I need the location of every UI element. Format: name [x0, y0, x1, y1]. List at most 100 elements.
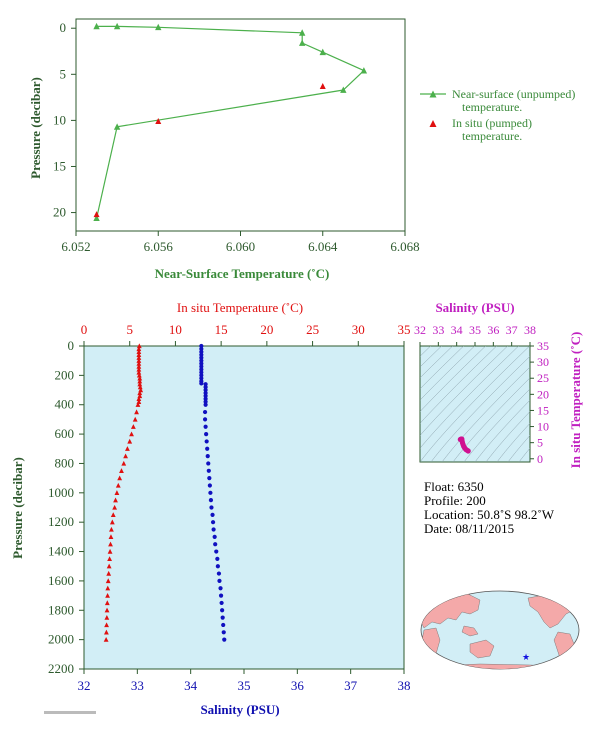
temperature-point — [106, 570, 112, 576]
temperature-point — [132, 416, 138, 422]
temperature-tick-label: 5 — [126, 322, 133, 337]
salinity-point — [199, 381, 204, 386]
salinity-point — [199, 355, 204, 360]
salinity-point — [199, 343, 204, 349]
salinity-point — [203, 402, 208, 407]
ts-y-tick-label: 15 — [537, 403, 549, 417]
temperature-point — [107, 556, 112, 562]
temperature-point — [107, 548, 113, 554]
top-legend: Near-surface (unpumped) temperature. In … — [420, 87, 575, 143]
salinity-point — [203, 390, 208, 396]
density-contour — [518, 447, 530, 462]
salinity-point — [204, 431, 209, 437]
salinity-tick-label: 33 — [131, 678, 144, 693]
ts-x-axis-label: Salinity (PSU) — [435, 300, 514, 315]
salinity-point — [218, 593, 224, 598]
pumped-point — [93, 211, 100, 218]
salinity-point — [207, 483, 212, 488]
world-map: ★ — [420, 590, 580, 670]
top-x-tick-label: 6.052 — [61, 239, 90, 254]
top-x-ticks: 6.052 6.056 6.060 6.064 6.068 — [61, 231, 420, 254]
salinity-tick-label: 36 — [291, 678, 305, 693]
salinity-point — [199, 358, 204, 363]
location: Location: 50.8˚S 98.2˚W — [424, 507, 555, 522]
pumped-point — [319, 82, 326, 89]
temperature-point — [134, 409, 139, 415]
float-location-marker: ★ — [522, 652, 530, 662]
near-surface-temperature-chart: 6.052 6.056 6.060 6.064 6.068 0 5 10 15 20 Near-… — [28, 18, 420, 281]
salinity-point — [206, 468, 211, 473]
temperature-tick-label: 0 — [81, 322, 88, 337]
salinity-point — [219, 600, 224, 606]
density-contour — [485, 411, 530, 462]
salinity-point — [212, 534, 217, 539]
main-y-tick-label: 600 — [55, 426, 75, 441]
temperature-point — [110, 512, 116, 518]
temperature-point — [115, 482, 121, 488]
salinity-point — [210, 520, 216, 525]
salinity-point — [203, 382, 208, 387]
legend-unpumped-label-cont: temperature. — [462, 100, 522, 114]
temperature-point — [113, 497, 118, 503]
salinity-tick-label: 37 — [344, 678, 358, 693]
unpumped-point — [93, 214, 100, 221]
unpumped-point — [93, 22, 100, 30]
ts-x-tick-label: 34 — [451, 323, 463, 337]
salinity-point — [204, 439, 209, 444]
salinity-point — [220, 615, 225, 620]
top-x-tick-label: 6.056 — [144, 239, 174, 254]
map-africa — [421, 627, 441, 661]
main-y-tick-label: 200 — [55, 367, 75, 382]
temperature-point — [127, 438, 133, 444]
salinity-point — [199, 376, 204, 381]
salinity-point — [208, 490, 213, 495]
map-south-america — [553, 631, 575, 665]
ts-y-ticks: 0 5 10 15 20 25 30 35 — [530, 339, 549, 466]
top-series — [93, 22, 368, 221]
density-contour — [420, 346, 431, 357]
top-x-tick-label: 6.060 — [226, 239, 255, 254]
ts-x-tick-label: 37 — [506, 323, 518, 337]
map-australia — [469, 639, 495, 659]
density-contour — [420, 346, 508, 436]
temperature-tick-label: 15 — [215, 322, 228, 337]
salinity-point — [199, 364, 204, 369]
salinity-point — [221, 630, 226, 635]
main-y-tick-label: 1800 — [48, 602, 74, 617]
temperature-point — [136, 355, 142, 360]
top-x-axis-label: Near-Surface Temperature (˚C) — [155, 266, 330, 281]
ts-x-tick-label: 33 — [432, 323, 444, 337]
salinity-point — [199, 373, 204, 378]
density-contour — [430, 355, 530, 462]
salinity-point — [220, 608, 225, 613]
legend-unpumped-marker — [429, 90, 437, 98]
temperature-point — [121, 460, 127, 466]
ts-x-tick-label: 35 — [469, 323, 481, 337]
main-salinity-ticks: 32 33 34 35 36 37 38 — [78, 669, 411, 693]
date: Date: 08/11/2015 — [424, 521, 514, 536]
ts-x-tick-label: 36 — [487, 323, 499, 337]
density-contour — [420, 346, 519, 449]
ts-y-tick-label: 30 — [537, 355, 549, 369]
profile-chart: 0200400600800100012001400160018002000220… — [10, 300, 411, 717]
top-y-axis-label: Pressure (decibar) — [28, 77, 43, 179]
ts-y-tick-label: 10 — [537, 420, 549, 434]
unpumped-point — [298, 29, 306, 36]
density-contour — [420, 346, 464, 390]
temperature-point — [117, 475, 123, 481]
temperature-point — [112, 504, 118, 510]
temperature-point — [136, 343, 142, 349]
salinity-point — [199, 349, 204, 354]
float-id: Float: 6350 — [424, 479, 484, 494]
temperature-point — [136, 349, 142, 355]
main-series — [103, 343, 227, 642]
top-x-tick-label: 6.064 — [308, 239, 338, 254]
main-y-axis-label: Pressure (decibar) — [10, 457, 25, 559]
temperature-point — [136, 363, 142, 369]
temperature-point — [136, 372, 142, 378]
temperature-point — [136, 360, 142, 366]
temperature-point — [125, 446, 130, 451]
salinity-point — [203, 393, 208, 399]
main-temperature-ticks: 0 5 10 15 20 25 30 35 — [81, 322, 411, 346]
